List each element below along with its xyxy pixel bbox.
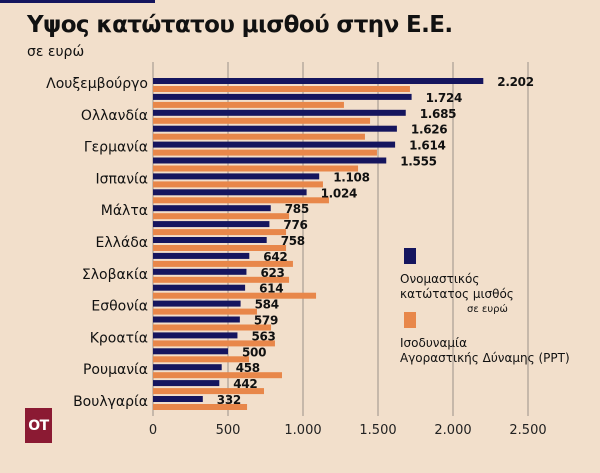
bar-nominal bbox=[153, 252, 250, 259]
bar-ppp bbox=[153, 372, 282, 379]
bar-ppp bbox=[153, 213, 290, 220]
legend-swatch-ppp bbox=[404, 312, 416, 328]
bar-nominal bbox=[153, 109, 406, 116]
value-label: 785 bbox=[285, 202, 309, 216]
bar-nominal bbox=[153, 93, 412, 100]
value-label: 1.108 bbox=[333, 170, 369, 184]
bar-nominal bbox=[153, 237, 267, 243]
bar-nominal bbox=[153, 268, 247, 275]
value-label: 584 bbox=[255, 298, 279, 312]
legend-ppp-line1: Ισοδυναμία bbox=[400, 336, 467, 350]
bar-ppp bbox=[153, 165, 359, 172]
bar-ppp bbox=[153, 340, 275, 347]
legend-nominal-line2: κατώτατος μισθός bbox=[400, 287, 514, 301]
bar-ppp bbox=[153, 133, 365, 140]
value-label: 563 bbox=[251, 329, 275, 343]
bar-nominal bbox=[153, 205, 271, 212]
value-label: 1.024 bbox=[321, 186, 357, 200]
value-label: 1.685 bbox=[420, 107, 456, 121]
chart-subtitle: σε ευρώ bbox=[27, 44, 85, 60]
bar-ppp bbox=[153, 404, 248, 410]
bar-nominal bbox=[153, 396, 203, 402]
value-label: 2.202 bbox=[497, 75, 533, 89]
country-label: Σλοβακία bbox=[82, 267, 148, 283]
bar-ppp bbox=[153, 117, 371, 124]
country-label: Κροατία bbox=[90, 330, 148, 346]
value-label: 776 bbox=[283, 218, 307, 232]
bar-nominal bbox=[153, 348, 228, 355]
x-tick-label: 1.500 bbox=[359, 423, 396, 438]
value-label: 332 bbox=[217, 393, 241, 407]
value-label: 579 bbox=[254, 314, 278, 328]
legend-nominal-line1: Ονομαστικός bbox=[400, 272, 480, 286]
x-tick-label: 500 bbox=[216, 423, 241, 438]
top-accent-bar bbox=[0, 0, 155, 3]
country-label: Μάλτα bbox=[101, 203, 148, 219]
country-label: Ισπανία bbox=[96, 171, 148, 187]
legend-label-ppp: Ισοδυναμία Αγοραστικής Δύναμης (PPT) bbox=[400, 336, 570, 366]
bar-ppp bbox=[153, 181, 323, 188]
value-label: 1.555 bbox=[400, 155, 436, 169]
x-tick-label: 1.000 bbox=[284, 423, 321, 438]
country-label: Γερμανία bbox=[84, 140, 148, 156]
country-label: Εσθονία bbox=[91, 299, 148, 315]
value-label: 442 bbox=[233, 377, 257, 391]
bar-ppp bbox=[153, 388, 264, 395]
bar-ppp bbox=[153, 276, 290, 283]
bar-nominal bbox=[153, 141, 396, 148]
value-label: 642 bbox=[263, 250, 287, 264]
bar-nominal bbox=[153, 380, 220, 387]
bar-ppp bbox=[153, 260, 293, 267]
value-label: 1.626 bbox=[411, 123, 447, 137]
bar-ppp bbox=[153, 86, 410, 92]
bar-nominal bbox=[153, 78, 484, 84]
bar-nominal bbox=[153, 284, 246, 291]
value-label: 614 bbox=[259, 282, 283, 296]
bar-nominal bbox=[153, 332, 238, 339]
bar-ppp bbox=[153, 197, 329, 204]
value-label: 1.724 bbox=[426, 91, 462, 105]
country-label: Ελλάδα bbox=[96, 235, 148, 251]
x-tick-label: 0 bbox=[149, 423, 157, 438]
bar-nominal bbox=[153, 189, 307, 196]
legend-label-nominal: Ονομαστικός κατώτατος μισθός σε ευρώ bbox=[400, 272, 514, 317]
x-tick-label: 2.500 bbox=[509, 423, 546, 438]
bar-ppp bbox=[153, 308, 257, 315]
legend-ppp-line2: Αγοραστικής Δύναμης (PPT) bbox=[400, 351, 570, 365]
legend-swatch-nominal bbox=[404, 248, 416, 264]
bar-nominal bbox=[153, 364, 222, 371]
bar-ppp bbox=[153, 245, 287, 251]
bar-nominal bbox=[153, 300, 241, 307]
value-label: 623 bbox=[260, 266, 284, 280]
bar-nominal bbox=[153, 221, 270, 228]
value-label: 758 bbox=[281, 234, 305, 248]
bar-ppp bbox=[153, 101, 344, 108]
value-label: 458 bbox=[236, 361, 260, 375]
country-label: Ολλανδία bbox=[81, 108, 148, 124]
legend-nominal-line3: σε ευρώ bbox=[467, 304, 508, 315]
value-label: 500 bbox=[242, 345, 266, 359]
bar-ppp bbox=[153, 292, 317, 299]
country-label: Ρουμανία bbox=[83, 362, 148, 378]
bar-nominal bbox=[153, 125, 397, 132]
country-label: Βουλγαρία bbox=[73, 394, 148, 410]
bar-nominal bbox=[153, 316, 240, 323]
chart-title: Υψος κατώτατου μισθού στην Ε.Ε. bbox=[27, 12, 453, 38]
x-tick-label: 2.000 bbox=[434, 423, 471, 438]
bar-ppp bbox=[153, 149, 377, 156]
country-label: Λουξεμβούργο bbox=[46, 76, 148, 92]
ot-logo: OT bbox=[25, 408, 52, 443]
bar-nominal bbox=[153, 157, 387, 164]
bar-ppp bbox=[153, 356, 249, 363]
bar-ppp bbox=[153, 324, 272, 331]
bar-ppp bbox=[153, 229, 287, 236]
value-label: 1.614 bbox=[409, 139, 445, 153]
bar-nominal bbox=[153, 173, 320, 180]
